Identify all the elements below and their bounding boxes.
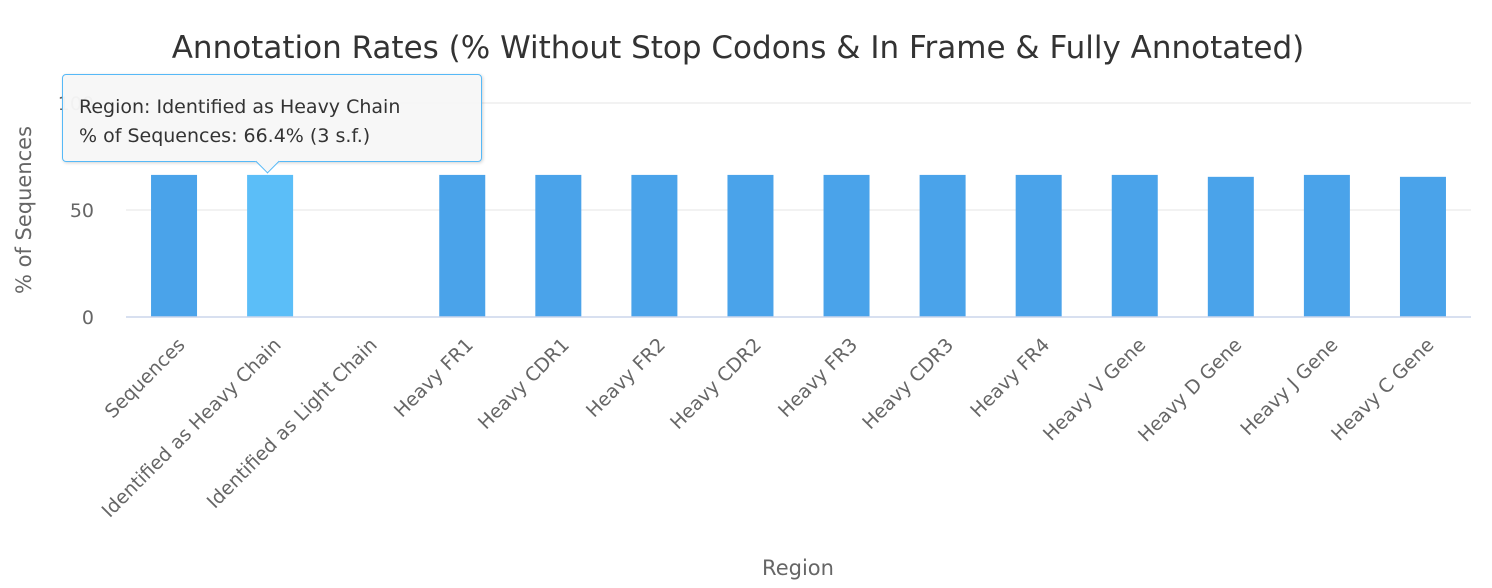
bar[interactable] bbox=[631, 174, 678, 317]
bars bbox=[151, 174, 1446, 317]
y-tick-label: 0 bbox=[82, 307, 94, 329]
tooltip-region: Region: Identified as Heavy Chain bbox=[79, 96, 401, 118]
x-tick-label: Heavy CDR1 bbox=[474, 334, 574, 434]
bar[interactable] bbox=[535, 174, 582, 317]
x-axis-label: Region bbox=[762, 556, 834, 580]
bar[interactable] bbox=[247, 174, 294, 317]
x-tick-label: Heavy C Gene bbox=[1327, 334, 1438, 445]
x-tick-label: Heavy FR4 bbox=[966, 334, 1054, 422]
x-tick-label: Heavy V Gene bbox=[1039, 334, 1150, 445]
y-axis-label: % of Sequences bbox=[12, 126, 36, 294]
bar[interactable] bbox=[439, 174, 486, 317]
x-tick-label: Heavy FR2 bbox=[582, 334, 670, 422]
bar[interactable] bbox=[823, 174, 870, 317]
tooltip-value: % of Sequences: 66.4% (3 s.f.) bbox=[79, 125, 371, 147]
tooltip: Region: Identified as Heavy Chain % of S… bbox=[62, 74, 482, 174]
x-tick-label: Heavy CDR3 bbox=[858, 334, 958, 434]
bar[interactable] bbox=[727, 174, 774, 317]
x-tick-label: Identified as Heavy Chain bbox=[98, 334, 286, 522]
x-tick-label: Heavy FR3 bbox=[774, 334, 862, 422]
bar[interactable] bbox=[151, 174, 198, 317]
bar[interactable] bbox=[1111, 174, 1158, 317]
bar[interactable] bbox=[1303, 174, 1350, 317]
x-tick-label: Heavy J Gene bbox=[1236, 334, 1342, 440]
x-tick-label: Sequences bbox=[101, 334, 190, 423]
x-tick-label: Heavy CDR2 bbox=[666, 334, 766, 434]
x-tick-label: Heavy FR1 bbox=[390, 334, 478, 422]
bar[interactable] bbox=[1015, 174, 1062, 317]
bar[interactable] bbox=[1399, 176, 1446, 317]
bar[interactable] bbox=[1207, 176, 1254, 317]
bar[interactable] bbox=[919, 174, 966, 317]
x-tick-label: Identified as Light Chain bbox=[203, 334, 382, 513]
y-tick-label: 50 bbox=[70, 200, 94, 222]
x-tick-label: Heavy D Gene bbox=[1134, 334, 1246, 446]
chart-title: Annotation Rates (% Without Stop Codons … bbox=[172, 30, 1305, 66]
